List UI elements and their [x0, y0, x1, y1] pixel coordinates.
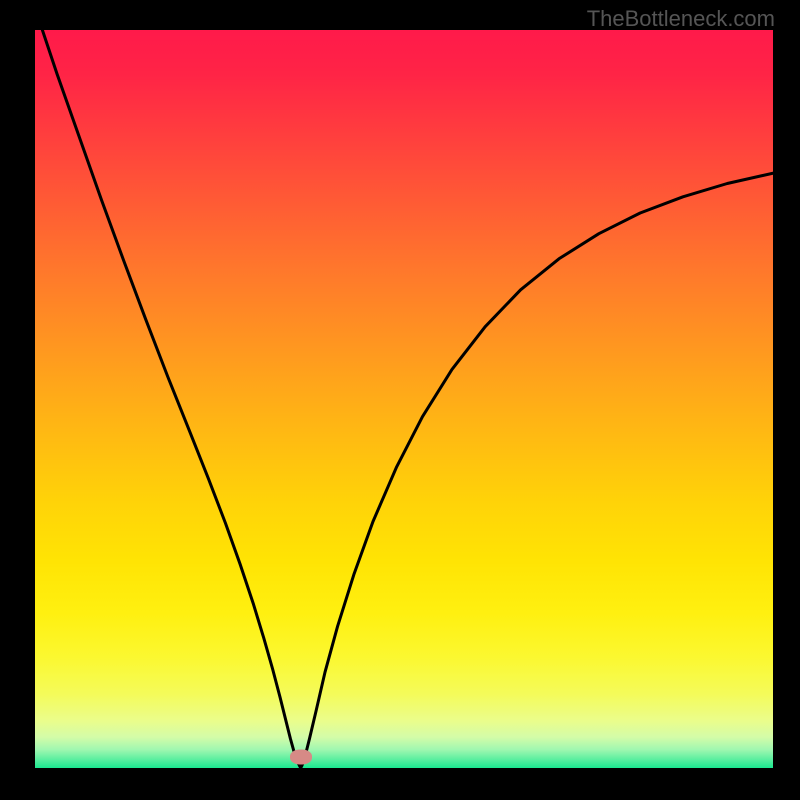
watermark-text: TheBottleneck.com [587, 6, 775, 32]
bottleneck-curve [35, 30, 773, 768]
bottleneck-chart: TheBottleneck.com [0, 0, 800, 800]
optimum-marker [290, 749, 312, 764]
plot-area [35, 30, 773, 768]
